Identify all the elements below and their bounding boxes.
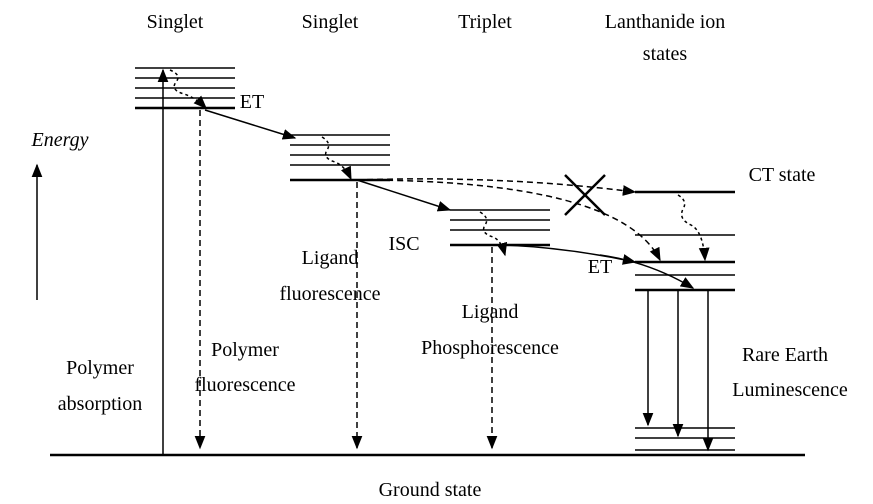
process-label: Ligand bbox=[302, 247, 359, 269]
process-label: Polymer bbox=[211, 339, 279, 361]
column-label: Singlet bbox=[147, 11, 204, 33]
levels bbox=[50, 67, 805, 457]
process-label: Rare Earth bbox=[742, 344, 828, 366]
transition-label: ET bbox=[240, 91, 264, 113]
state-label: Ground state bbox=[379, 479, 482, 501]
process-label: absorption bbox=[58, 393, 142, 415]
process-label: fluorescence bbox=[194, 374, 295, 396]
column-label: Triplet bbox=[458, 11, 512, 33]
labels: Singlet Singlet Triplet Lanthanide ion s… bbox=[30, 11, 847, 501]
state-label: CT state bbox=[749, 164, 816, 186]
process-label: Polymer bbox=[66, 357, 134, 379]
process-label: Phosphorescence bbox=[421, 337, 559, 359]
axis-label: Energy bbox=[30, 129, 88, 151]
transition-label: ISC bbox=[388, 233, 419, 255]
transition-label: ET bbox=[588, 256, 612, 278]
process-label: fluorescence bbox=[279, 283, 380, 305]
column-label: Singlet bbox=[302, 11, 359, 33]
process-label: Luminescence bbox=[732, 379, 848, 401]
column-label: states bbox=[643, 43, 688, 65]
process-label: Ligand bbox=[462, 301, 519, 323]
arrows bbox=[31, 68, 714, 455]
column-label: Lanthanide ion bbox=[605, 11, 726, 33]
